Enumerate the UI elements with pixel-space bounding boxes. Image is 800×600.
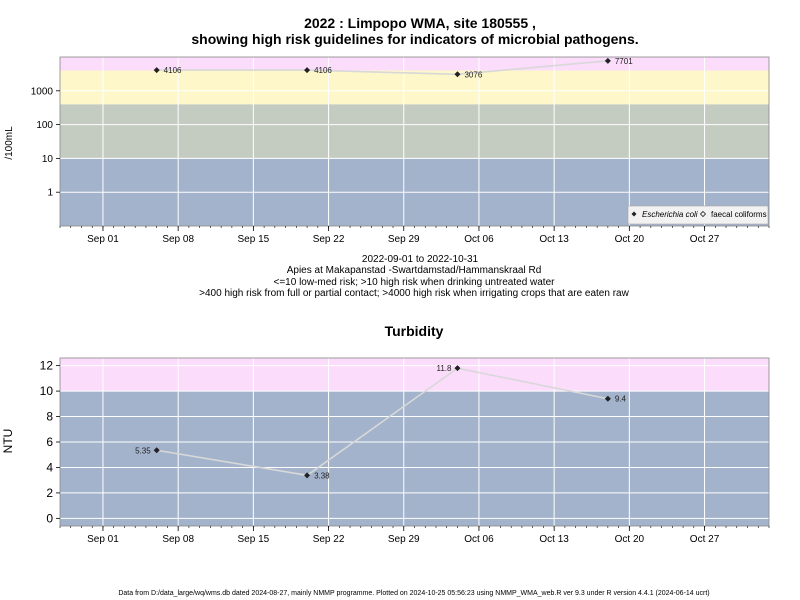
y-tick-label: 10	[42, 154, 54, 165]
y-tick-label: 1	[47, 188, 53, 199]
data-label: 7701	[615, 57, 633, 66]
y-tick-label: 2	[46, 486, 53, 500]
data-label: 3.38	[314, 471, 330, 480]
x-tick-label: Sep 15	[238, 234, 270, 245]
y-tick-label: 4	[46, 460, 53, 474]
x-tick-label: Sep 08	[162, 234, 194, 245]
y-tick-label: 10	[40, 384, 54, 398]
series-line	[156, 60, 608, 76]
x-tick-label: Oct 20	[615, 534, 645, 545]
data-point-marker	[604, 57, 611, 64]
x-tick-label: Sep 01	[87, 234, 119, 245]
x-tick-label: Sep 08	[162, 534, 194, 545]
risk-band-2	[60, 70, 769, 105]
x-tick-label: Oct 13	[539, 534, 569, 545]
chart1-guideline-contact: >400 high risk from full or partial cont…	[199, 288, 629, 299]
y-tick-label: 6	[46, 435, 53, 449]
data-label: 3076	[464, 70, 482, 79]
legend-faecal-marker-icon	[699, 210, 707, 218]
data-point-marker	[454, 365, 461, 372]
risk-band-0	[60, 391, 769, 526]
legend-box	[627, 205, 769, 225]
chart1-gridlines	[60, 57, 769, 226]
x-tick-label: Sep 29	[388, 234, 420, 245]
x-tick-label: Oct 06	[464, 234, 494, 245]
data-point-marker	[304, 472, 311, 479]
x-tick-label: Oct 27	[690, 234, 720, 245]
chart1-y-axis-label: /100mL	[4, 126, 15, 160]
chart1-guideline-drinking: <=10 low-med risk; >10 high risk when dr…	[274, 277, 556, 288]
chart2-y-axis-label: NTU	[1, 429, 15, 454]
data-point-marker	[304, 67, 311, 74]
chart2-axes: 0 2 4 6 8 10 12 Sep 01 Sep 08 Sep 15 Sep 22 Sep 29 O…	[40, 357, 770, 545]
x-tick-label: Oct 06	[464, 534, 494, 545]
risk-band-1	[60, 104, 769, 159]
data-point-marker	[153, 67, 160, 74]
y-tick-label: 100	[36, 120, 53, 131]
x-tick-label: Sep 15	[238, 534, 270, 545]
data-label: 4106	[314, 66, 332, 75]
legend-ecoli-label: Escherichia coli	[642, 210, 698, 219]
y-tick-label: 1000	[31, 86, 54, 97]
data-label: 9.4	[615, 395, 627, 404]
data-label: 4106	[164, 66, 182, 75]
risk-band-1	[60, 358, 769, 392]
x-tick-label: Sep 01	[87, 534, 119, 545]
risk-band-3	[60, 57, 769, 71]
chart1-series: 4106 4106 3076 7701	[153, 57, 633, 79]
x-tick-label: Sep 22	[313, 234, 345, 245]
x-tick-label: Sep 29	[388, 534, 420, 545]
footer-provenance: Data from D:/data_large/wq/wms.db dated …	[118, 590, 709, 597]
y-tick-label: 8	[46, 410, 53, 424]
chart1-site-name: Apies at Makapanstad -Swartdamstad/Hamma…	[287, 265, 542, 276]
x-tick-label: Sep 22	[313, 534, 345, 545]
chart1-title-line2: showing high risk guidelines for indicat…	[191, 31, 638, 47]
y-tick-label: 0	[46, 511, 53, 525]
chart1-title-line1: 2022 : Limpopo WMA, site 180555 ,	[304, 15, 536, 31]
data-point-marker	[454, 71, 461, 78]
chart2-gridlines	[60, 358, 769, 526]
y-tick-label: 12	[40, 359, 54, 373]
legend-ecoli-marker-icon	[631, 211, 637, 217]
legend-faecal-label: faecal coliforms	[711, 210, 767, 219]
data-label: 11.8	[436, 364, 452, 373]
chart1-legend: Escherichia coli faecal coliforms	[627, 205, 769, 225]
chart2-series: 5.35 3.38 11.8 9.4	[135, 364, 626, 480]
x-tick-label: Oct 13	[539, 234, 569, 245]
chart2-title: Turbidity	[385, 323, 444, 339]
series-line	[156, 367, 609, 477]
data-label: 5.35	[135, 446, 151, 455]
data-point-marker	[153, 447, 160, 454]
x-tick-label: Oct 20	[615, 234, 645, 245]
chart1-risk-bands	[60, 57, 769, 226]
chart1-date-range: 2022-09-01 to 2022-10-31	[362, 254, 479, 265]
data-point-marker	[604, 395, 611, 402]
x-tick-label: Oct 27	[690, 534, 720, 545]
chart1-axes: 1 10 100 1000 Sep 01 Sep 08 Sep 15 Sep 22 Sep 29…	[31, 56, 770, 245]
